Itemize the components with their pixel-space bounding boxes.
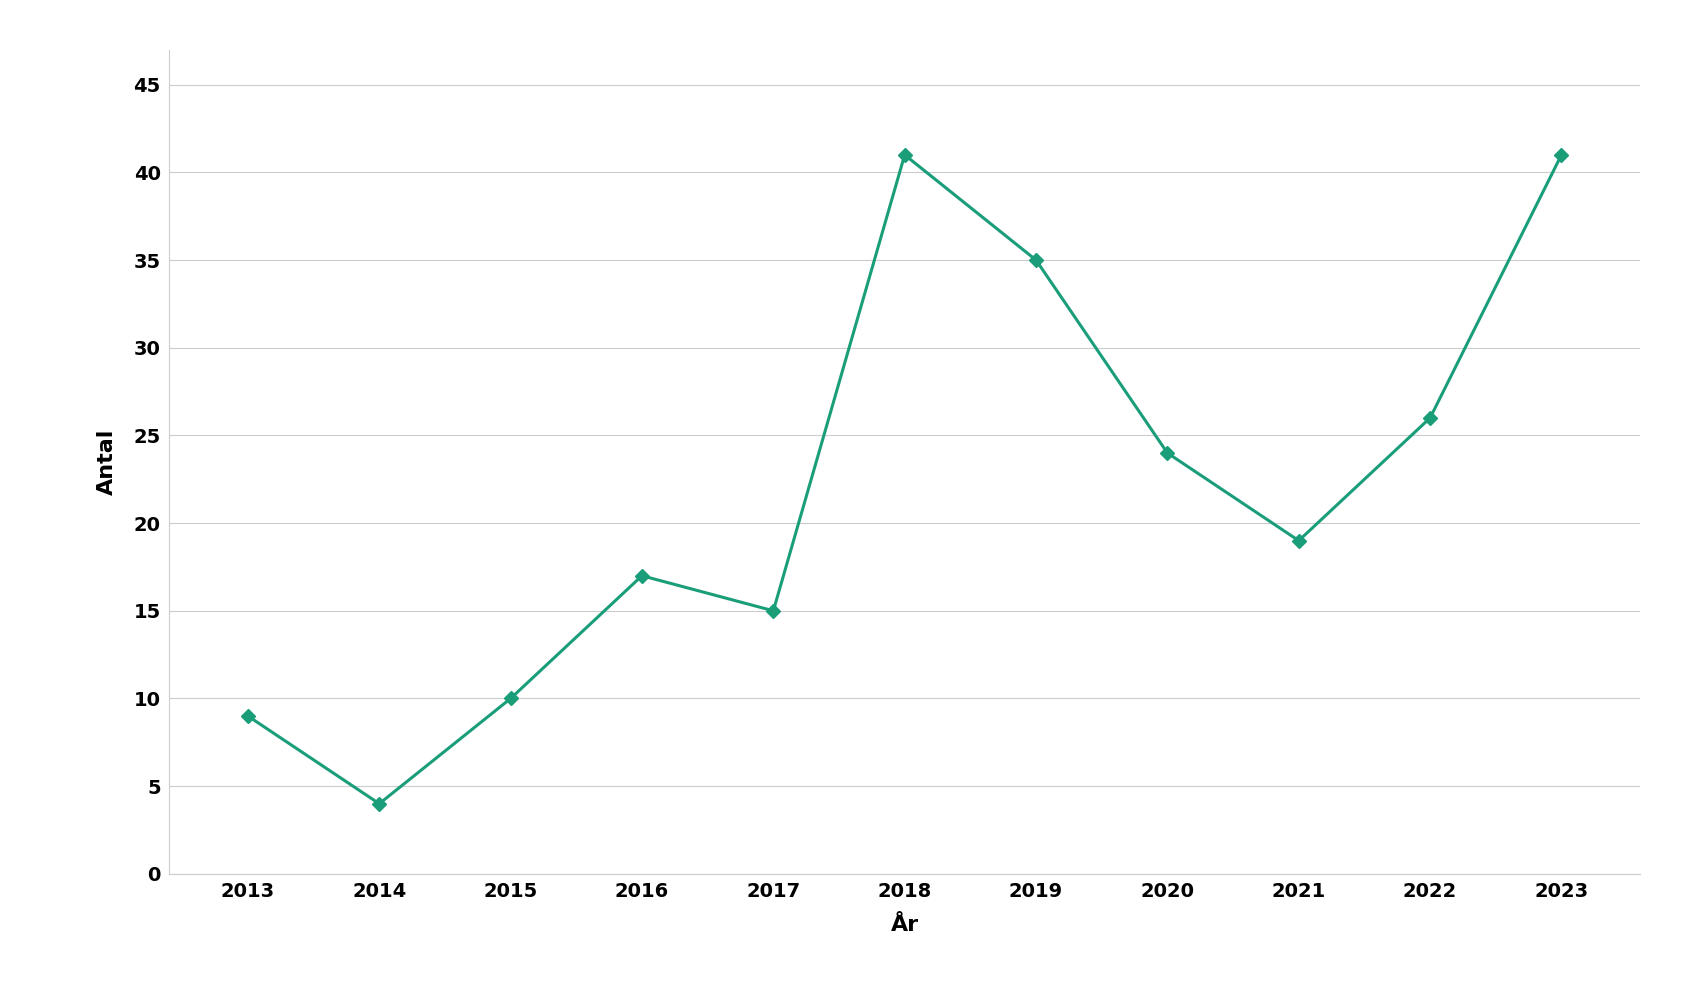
Y-axis label: Antal: Antal — [96, 429, 117, 495]
X-axis label: År: År — [891, 916, 918, 935]
